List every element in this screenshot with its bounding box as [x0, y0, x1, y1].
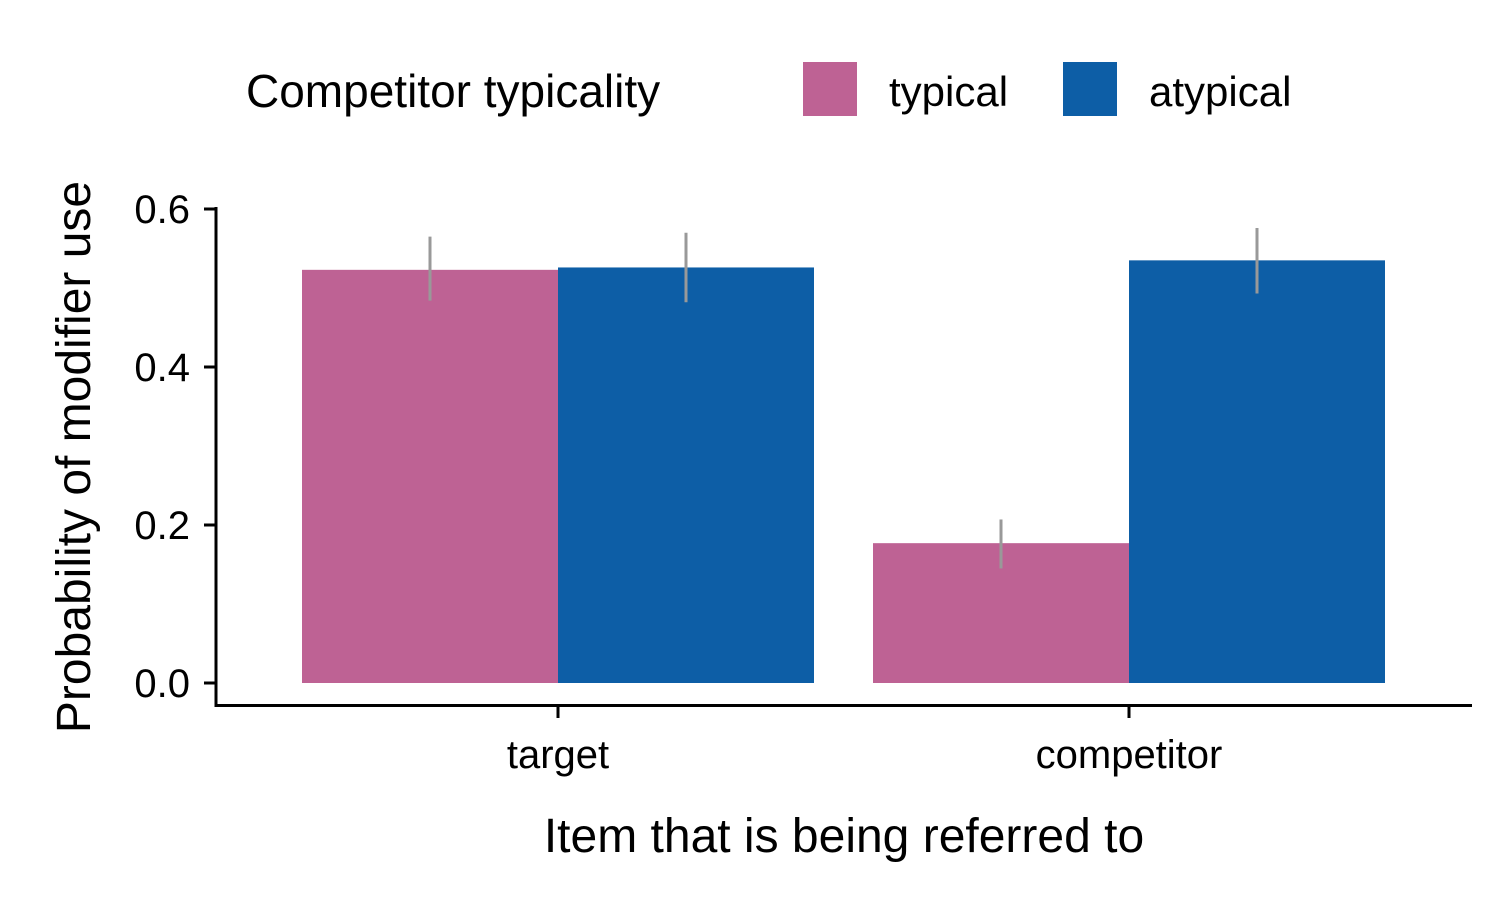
- y-tick-label: 0.6: [134, 188, 190, 232]
- bar-target-typical: [302, 269, 558, 683]
- bar-competitor-atypical: [1129, 260, 1385, 683]
- y-axis-title: Probability of modifier use: [48, 181, 101, 733]
- legend-title: Competitor typicality: [246, 65, 660, 117]
- error-bars-group: [428, 227, 1259, 569]
- legend: Competitor typicality typical atypical: [246, 62, 1291, 117]
- bar-target-atypical: [558, 267, 814, 683]
- x-axis-title: Item that is being referred to: [544, 810, 1144, 863]
- y-tick-label: 0.4: [134, 346, 190, 390]
- legend-swatch-atypical: [1063, 62, 1117, 116]
- x-axis-ticks: target competitor: [507, 705, 1223, 777]
- legend-swatch-typical: [803, 62, 857, 116]
- y-axis-ticks: 0.0 0.2 0.4 0.6: [134, 188, 216, 706]
- y-tick-label: 0.0: [134, 662, 190, 706]
- y-tick-label: 0.2: [134, 504, 190, 548]
- x-tick-label-target: target: [507, 733, 609, 777]
- legend-label-typical: typical: [889, 68, 1008, 115]
- bars-group: [302, 260, 1385, 683]
- legend-label-atypical: atypical: [1149, 68, 1291, 115]
- x-tick-label-competitor: competitor: [1036, 733, 1223, 777]
